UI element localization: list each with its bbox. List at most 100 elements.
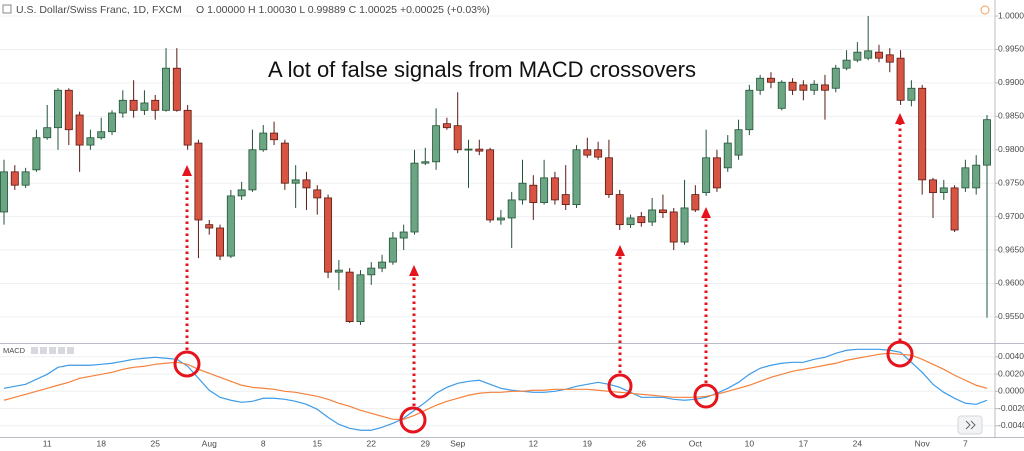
indicator-icon[interactable] — [49, 347, 56, 354]
candle-body — [475, 148, 484, 152]
candle-body — [615, 194, 624, 226]
crossover-ring — [173, 350, 201, 378]
candle-body — [248, 149, 257, 191]
y-tick-label: 0.0000 — [998, 386, 1024, 396]
candle-body — [108, 112, 116, 133]
candle-body — [604, 157, 613, 195]
arrow-head — [701, 207, 711, 218]
annotation: A lot of false signals from MACD crossov… — [268, 57, 696, 82]
candle-body — [583, 149, 592, 156]
candle-body — [302, 179, 311, 189]
crossover-ring — [607, 373, 633, 399]
candle-body — [518, 182, 527, 201]
candle-body — [237, 189, 246, 197]
candle-body — [496, 217, 505, 221]
candle-body — [280, 142, 289, 184]
candle-body — [334, 269, 343, 273]
candle-body — [324, 197, 333, 273]
candle-body — [291, 179, 300, 184]
candle-body — [486, 149, 495, 221]
candle-body — [388, 237, 397, 263]
x-tick-label: 26 — [637, 438, 647, 448]
candle-body — [637, 216, 646, 224]
candle-body — [194, 142, 203, 221]
x-tick-label: 25 — [150, 438, 160, 448]
candle-body — [918, 87, 927, 181]
candle-body — [907, 87, 916, 101]
candle-body — [831, 67, 840, 89]
candle-body — [658, 209, 667, 214]
candle-body — [259, 132, 268, 151]
macd-line — [3, 352, 988, 420]
candle-body — [162, 67, 170, 111]
indicator-icon[interactable] — [58, 347, 65, 354]
x-tick-label: 7 — [963, 438, 968, 448]
indicator-icon[interactable] — [31, 347, 38, 354]
candle-body — [680, 207, 689, 243]
x-tick-label: 18 — [96, 438, 106, 448]
x-tick-label: 22 — [367, 438, 377, 448]
macd-line — [3, 348, 988, 431]
arrow-head — [615, 245, 625, 256]
candle-body — [788, 81, 797, 91]
candle-body — [821, 84, 829, 91]
candle-body — [561, 194, 570, 205]
candle-layer — [0, 16, 991, 325]
candle-body — [745, 89, 754, 131]
settings-icon[interactable] — [980, 5, 990, 15]
candle-body — [32, 137, 41, 171]
candle-body — [929, 179, 937, 193]
candle-body — [43, 127, 52, 139]
candle-body — [702, 157, 711, 193]
candle-body — [0, 171, 8, 213]
y-tick-label: -0.0040 — [998, 420, 1024, 430]
y-tick-label: 1.00000 — [998, 10, 1024, 20]
crossover-ring — [693, 383, 719, 409]
candle-body — [550, 177, 559, 201]
candle-body — [939, 187, 948, 193]
x-tick-label: Sep — [450, 438, 465, 448]
candle-body — [453, 125, 462, 151]
candle-body — [766, 77, 775, 83]
candle-body — [961, 167, 970, 189]
candle-body — [950, 187, 959, 231]
candle-body — [875, 51, 883, 59]
x-tick-label: 15 — [313, 438, 323, 448]
indicator-icon[interactable] — [67, 347, 74, 354]
candle-body — [853, 51, 862, 61]
candle-body — [86, 137, 95, 146]
candle-body — [151, 99, 160, 111]
y-tick-label: 0.0020 — [998, 368, 1024, 378]
candle-body — [972, 164, 981, 189]
candle-body — [75, 114, 84, 146]
menu-icon[interactable] — [2, 4, 12, 14]
crossover-ring — [886, 340, 914, 368]
candle-body — [10, 171, 19, 186]
candle-body — [842, 59, 851, 69]
candle-body — [648, 209, 657, 223]
candle-body — [345, 271, 354, 323]
x-tick-label: 17 — [799, 438, 809, 448]
candle-body — [572, 149, 581, 205]
indicator-icon[interactable] — [40, 347, 47, 354]
candle-body — [183, 109, 192, 146]
candle-body — [983, 119, 991, 166]
x-tick-label: 10 — [745, 438, 755, 448]
arrow-head — [409, 265, 419, 276]
candle-body — [810, 83, 819, 91]
x-tick-label: 19 — [583, 438, 593, 448]
candle-body — [896, 57, 905, 101]
candle-body — [712, 157, 721, 189]
x-tick-label: Aug — [202, 438, 217, 448]
crossover-ring — [399, 406, 427, 434]
x-tick-label: 29 — [421, 438, 431, 448]
